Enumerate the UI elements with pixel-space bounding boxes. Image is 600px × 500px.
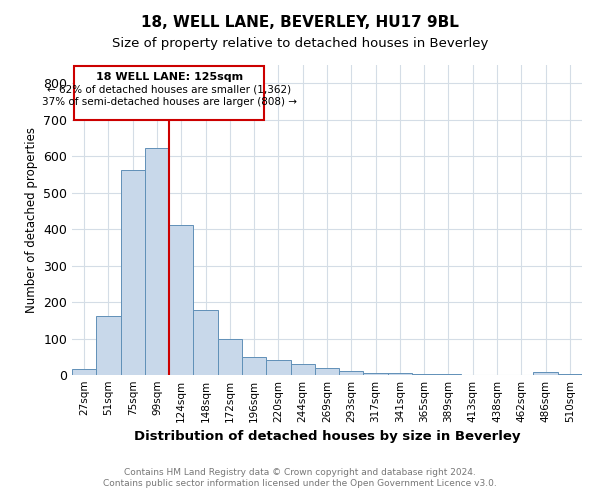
Bar bbox=[315, 368, 339, 375]
Bar bbox=[290, 364, 315, 375]
Bar bbox=[364, 373, 388, 375]
Text: 37% of semi-detached houses are larger (808) →: 37% of semi-detached houses are larger (… bbox=[41, 97, 296, 107]
Bar bbox=[96, 316, 121, 375]
Bar bbox=[436, 374, 461, 375]
Y-axis label: Number of detached properties: Number of detached properties bbox=[25, 127, 38, 313]
Bar bbox=[339, 372, 364, 375]
Text: 18, WELL LANE, BEVERLEY, HU17 9BL: 18, WELL LANE, BEVERLEY, HU17 9BL bbox=[141, 15, 459, 30]
Bar bbox=[558, 374, 582, 375]
Bar bbox=[193, 310, 218, 375]
Bar bbox=[121, 170, 145, 375]
Bar bbox=[145, 148, 169, 375]
Bar bbox=[72, 369, 96, 375]
Bar bbox=[388, 373, 412, 375]
Bar bbox=[242, 357, 266, 375]
Text: Size of property relative to detached houses in Beverley: Size of property relative to detached ho… bbox=[112, 38, 488, 51]
Text: Contains HM Land Registry data © Crown copyright and database right 2024.
Contai: Contains HM Land Registry data © Crown c… bbox=[103, 468, 497, 487]
Text: ← 62% of detached houses are smaller (1,362): ← 62% of detached houses are smaller (1,… bbox=[47, 84, 291, 94]
Bar bbox=[169, 226, 193, 375]
Bar bbox=[533, 372, 558, 375]
X-axis label: Distribution of detached houses by size in Beverley: Distribution of detached houses by size … bbox=[134, 430, 520, 444]
Text: 18 WELL LANE: 125sqm: 18 WELL LANE: 125sqm bbox=[95, 72, 243, 83]
FancyBboxPatch shape bbox=[74, 66, 264, 120]
Bar bbox=[412, 374, 436, 375]
Bar bbox=[218, 338, 242, 375]
Bar bbox=[266, 360, 290, 375]
